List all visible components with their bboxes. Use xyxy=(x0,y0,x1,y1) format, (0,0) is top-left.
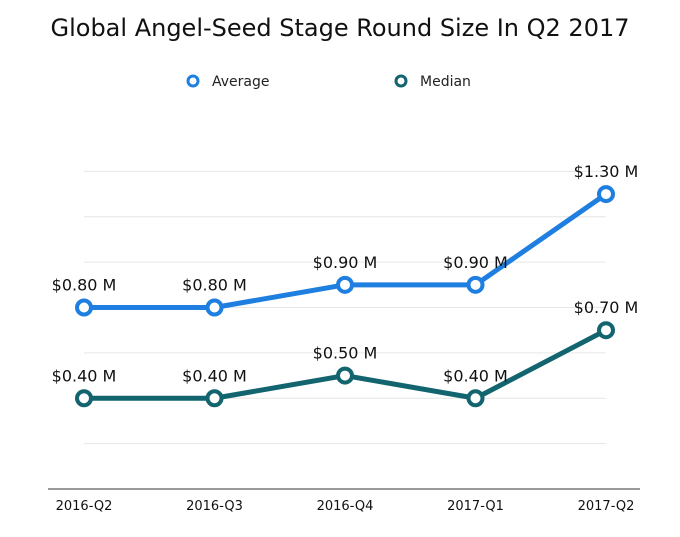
data-label: $0.40 M xyxy=(182,366,247,385)
x-tick-label: 2017-Q1 xyxy=(447,499,504,514)
legend: Average Median xyxy=(186,74,471,90)
series-layer: $0.80 M $0.80 M $0.90 M $0.90 M $1.30 M $0.40… xyxy=(52,162,639,408)
data-point[interactable] xyxy=(466,389,485,408)
series-average: $0.80 M $0.80 M $0.90 M $0.90 M $1.30 M xyxy=(52,162,639,317)
data-label: $0.80 M xyxy=(52,276,117,295)
data-point[interactable] xyxy=(336,275,354,294)
x-tick-label: 2016-Q4 xyxy=(317,499,374,514)
data-point[interactable] xyxy=(205,389,224,408)
data-label: $0.50 M xyxy=(313,344,378,363)
legend-marker-median xyxy=(394,74,408,88)
data-label: $0.80 M xyxy=(182,276,247,295)
legend-item-average[interactable]: Average xyxy=(186,74,270,90)
x-axis: 2016-Q2 2016-Q3 2016-Q4 2017-Q1 2017-Q2 xyxy=(48,488,640,514)
data-point[interactable] xyxy=(75,389,93,408)
chart-title: Global Angel-Seed Stage Round Size In Q2… xyxy=(51,14,630,42)
data-point[interactable] xyxy=(336,366,354,385)
data-label: $1.30 M xyxy=(574,162,639,181)
data-label: $0.40 M xyxy=(52,366,117,385)
legend-item-median[interactable]: Median xyxy=(394,74,471,90)
legend-label-average: Average xyxy=(212,74,270,90)
series-line xyxy=(81,327,609,401)
x-tick-label: 2017-Q2 xyxy=(578,499,635,514)
data-label: $0.70 M xyxy=(574,298,639,317)
data-point[interactable] xyxy=(597,185,615,204)
legend-label-median: Median xyxy=(420,74,471,90)
data-point[interactable] xyxy=(205,298,224,317)
data-point[interactable] xyxy=(466,275,485,294)
data-point[interactable] xyxy=(597,321,615,340)
data-point[interactable] xyxy=(75,298,93,317)
data-label: $0.40 M xyxy=(443,366,508,385)
legend-marker-average xyxy=(186,74,200,88)
data-label: $0.90 M xyxy=(313,253,378,272)
series-median: $0.40 M $0.40 M $0.50 M $0.40 M $0.70 M xyxy=(52,298,639,408)
x-tick-label: 2016-Q3 xyxy=(186,499,243,514)
data-label: $0.90 M xyxy=(443,253,508,272)
x-tick-label: 2016-Q2 xyxy=(56,499,113,514)
